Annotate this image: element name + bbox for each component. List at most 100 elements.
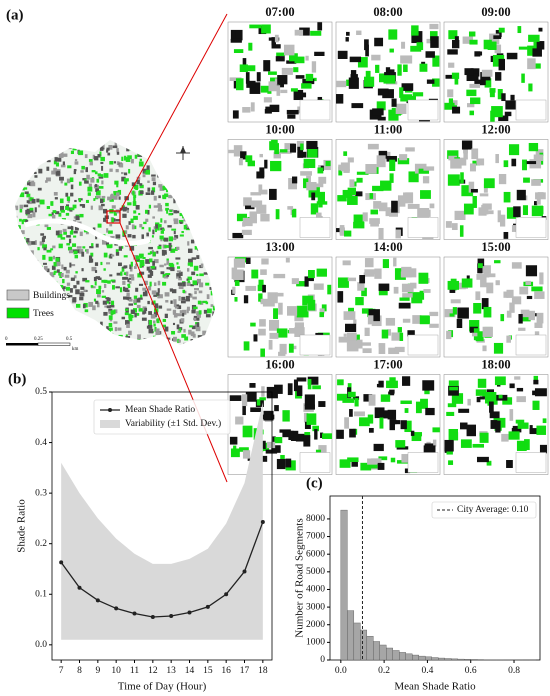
map-feature: [200, 204, 204, 209]
tile-feature: [245, 72, 250, 84]
tile-feature: [422, 176, 430, 184]
tile-feature: [239, 447, 249, 452]
tile-feature: [376, 101, 386, 111]
map-feature: [121, 171, 124, 175]
map-feature: [147, 252, 151, 255]
map-feature: [110, 279, 115, 282]
map-feature: [197, 221, 200, 224]
map-feature: [36, 198, 40, 203]
map-feature: [112, 285, 115, 290]
tile-feature: [525, 265, 538, 277]
tile-feature: [228, 149, 235, 154]
mean-point: [224, 592, 229, 597]
tile-feature: [279, 149, 288, 153]
map-feature: [68, 249, 74, 254]
map-feature: [79, 292, 85, 297]
map-feature: [166, 258, 169, 261]
map-feature: [219, 289, 222, 293]
tile-feature: [250, 407, 261, 413]
tile-feature: [306, 277, 314, 282]
tile-feature: [402, 318, 411, 323]
histogram-bar: [470, 659, 478, 661]
map-feature: [33, 171, 37, 175]
map-feature: [164, 180, 168, 185]
map-feature: [205, 282, 210, 286]
map-feature: [63, 305, 67, 311]
map-feature: [182, 289, 186, 294]
map-feature: [151, 341, 156, 345]
map-feature: [82, 304, 86, 309]
tile-feature: [306, 175, 311, 187]
map-feature: [58, 308, 64, 312]
tile-feature: [319, 312, 325, 318]
tile-feature: [307, 376, 319, 385]
map-feature: [153, 259, 159, 264]
tile-feature: [521, 73, 525, 83]
map-feature: [173, 299, 177, 304]
map-feature: [213, 141, 215, 144]
tile-feature: [450, 158, 462, 169]
map-feature: [203, 148, 208, 153]
tile-feature: [420, 398, 428, 409]
map-feature: [100, 321, 103, 327]
tile-feature: [511, 225, 517, 232]
map-feature: [47, 324, 52, 328]
map-feature: [43, 247, 47, 251]
map-feature: [183, 158, 186, 163]
map-feature: [174, 306, 179, 309]
map-feature: [38, 204, 41, 208]
map-feature: [159, 157, 164, 160]
tile-feature: [497, 210, 501, 223]
map-feature: [28, 260, 31, 263]
map-feature: [179, 161, 184, 167]
tile-feature: [365, 44, 369, 57]
tile-feature: [360, 462, 372, 471]
tile-feature: [276, 458, 286, 470]
map-feature: [148, 204, 152, 209]
map-feature: [111, 217, 114, 223]
tile-feature: [362, 212, 368, 222]
tile-feature: [516, 189, 526, 201]
map-feature: [189, 221, 195, 225]
map-feature: [28, 159, 31, 165]
map-feature: [125, 140, 130, 143]
map-feature: [134, 298, 137, 303]
tile-feature: [445, 221, 452, 228]
tile-feature: [444, 102, 455, 110]
tile-feature: [337, 50, 348, 59]
map-feature: [205, 263, 209, 268]
tile-feature: [356, 30, 362, 36]
map-feature: [178, 339, 181, 343]
map-feature: [121, 140, 124, 143]
tile-feature: [256, 399, 261, 406]
tile-feature: [288, 178, 298, 190]
map-feature: [46, 206, 50, 209]
map-feature: [168, 236, 174, 242]
map-feature: [122, 280, 126, 285]
tile-feature: [293, 67, 299, 73]
map-feature: [194, 158, 199, 162]
tile-feature: [519, 286, 529, 295]
map-feature: [148, 246, 153, 250]
tile-feature: [288, 328, 297, 334]
map-feature: [194, 288, 199, 291]
map-feature: [217, 175, 220, 178]
map-feature: [175, 257, 181, 260]
map-feature: [48, 281, 53, 285]
map-feature: [136, 179, 140, 185]
map-feature: [16, 241, 20, 246]
map-feature: [40, 265, 43, 269]
tile-feature: [250, 322, 256, 327]
tile-feature: [259, 189, 268, 195]
map-feature: [199, 282, 204, 288]
map-feature: [67, 226, 73, 230]
map-feature: [27, 257, 33, 262]
map-feature: [151, 174, 156, 177]
tile-feature: [494, 260, 501, 264]
tile-feature: [279, 343, 287, 355]
map-feature: [180, 159, 185, 165]
tile-feature: [395, 229, 401, 239]
tile-feature: [498, 27, 505, 33]
tile-feature: [463, 149, 468, 154]
map-feature: [34, 207, 37, 213]
